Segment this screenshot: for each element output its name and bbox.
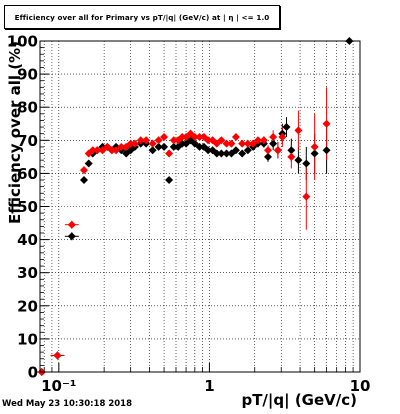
data-point — [269, 139, 278, 148]
data-point — [136, 136, 145, 145]
data-point — [117, 142, 126, 151]
x-tick-label: 10 — [350, 377, 371, 395]
data-point — [93, 146, 102, 155]
data-point — [98, 146, 107, 155]
data-point — [322, 146, 331, 155]
data-point — [154, 136, 163, 145]
data-point — [249, 139, 258, 148]
data-point — [160, 132, 169, 141]
data-point — [80, 176, 89, 185]
data-series — [37, 37, 354, 376]
data-point — [88, 146, 97, 155]
data-point — [217, 149, 226, 158]
data-point — [195, 142, 204, 151]
timestamp-footer: Wed May 23 10:30:18 2018 — [2, 399, 133, 409]
data-point — [67, 232, 76, 241]
data-point — [231, 146, 240, 155]
chart-title: Efficiency over all for Primary vs pT/|q… — [14, 12, 270, 22]
data-point — [310, 142, 319, 151]
data-point — [190, 139, 199, 148]
data-point — [130, 139, 139, 148]
data-point — [169, 136, 178, 145]
data-point — [243, 139, 252, 148]
error-bars — [34, 87, 328, 373]
y-tick-label: 0 — [28, 364, 38, 382]
data-point — [302, 192, 311, 201]
data-point — [264, 146, 273, 155]
y-axis-title: Efficiency over all (%) — [6, 41, 24, 224]
data-point — [282, 123, 291, 132]
data-point — [273, 146, 282, 155]
data-point — [287, 152, 296, 161]
data-point — [169, 142, 178, 151]
y-tick-label: 70 — [17, 132, 38, 150]
data-point — [287, 146, 296, 155]
tick-labels: 0 10 20 30 40 50 60 70 80 90 100 10⁻¹ 1 10 — [7, 33, 371, 396]
data-point — [154, 142, 163, 151]
x-tick-label: 10⁻¹ — [41, 377, 76, 395]
grid — [40, 41, 361, 372]
data-point — [222, 139, 231, 148]
data-point — [278, 132, 287, 141]
data-point — [269, 132, 278, 141]
y-tick-label: 90 — [17, 66, 38, 84]
data-point — [190, 132, 199, 141]
data-point — [195, 132, 204, 141]
chart-title-box: Efficiency over all for Primary vs pT/|q… — [4, 5, 280, 29]
data-point — [238, 139, 247, 148]
data-point — [231, 132, 240, 141]
data-point — [227, 139, 236, 148]
data-point — [160, 142, 169, 151]
data-point — [126, 139, 135, 148]
data-point — [204, 146, 213, 155]
y-tick-label: 20 — [17, 297, 38, 315]
y-tick-label: 80 — [17, 99, 38, 117]
data-point — [148, 139, 157, 148]
series-1 — [37, 119, 331, 376]
axis-ticks — [40, 40, 361, 373]
data-point — [310, 149, 319, 158]
data-point — [112, 146, 121, 155]
data-point — [122, 142, 131, 151]
data-point — [84, 159, 93, 168]
y-tick-label: 40 — [17, 231, 38, 249]
data-point — [217, 136, 226, 145]
x-tick-label: 1 — [204, 377, 214, 395]
data-point — [142, 136, 151, 145]
x-axis-title: pT/|q| (GeV/c) — [241, 391, 357, 410]
y-tick-label: 100 — [7, 33, 38, 51]
data-point — [253, 136, 262, 145]
data-point — [122, 149, 131, 158]
data-point — [294, 126, 303, 135]
data-point — [165, 149, 174, 158]
data-point — [165, 176, 174, 185]
data-point — [53, 351, 62, 360]
data-point — [302, 159, 311, 168]
data-point — [80, 166, 89, 175]
data-point — [238, 149, 247, 158]
data-point — [107, 146, 116, 155]
data-point — [322, 119, 331, 128]
data-point — [222, 149, 231, 158]
y-tick-label: 30 — [17, 264, 38, 282]
data-point — [204, 136, 213, 145]
data-point — [243, 146, 252, 155]
data-point — [294, 156, 303, 165]
data-point — [259, 136, 268, 145]
data-point — [264, 152, 273, 161]
data-point — [148, 146, 157, 155]
y-tick-label: 10 — [17, 330, 38, 348]
data-point — [212, 149, 221, 158]
data-point — [67, 220, 76, 229]
y-tick-label: 60 — [17, 165, 38, 183]
y-tick-label: 50 — [17, 198, 38, 216]
